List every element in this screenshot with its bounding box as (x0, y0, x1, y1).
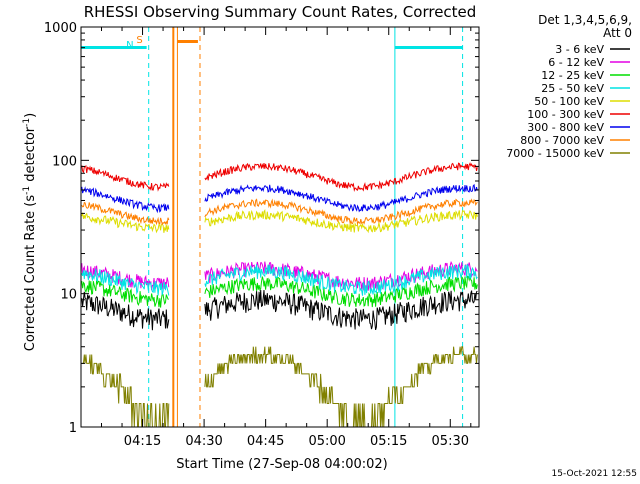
y-tick-label: 100 (52, 154, 77, 169)
y-axis-label-exp: -1 (22, 118, 32, 127)
series-trace (204, 346, 478, 428)
series-trace (204, 162, 478, 192)
saa-flag-label: S (136, 35, 142, 46)
x-tick-label: 05:30 (432, 434, 469, 449)
plot-frame (80, 26, 480, 428)
y-tick-label: 1 (69, 421, 77, 436)
series-trace (204, 198, 478, 226)
y-axis-label: Corrected Count Rate (s-1 detector-1) (22, 113, 38, 351)
series-trace (81, 186, 170, 214)
series-trace (81, 201, 170, 226)
y-axis-label-part: detector (23, 126, 38, 186)
night-flag-bar (394, 46, 463, 49)
series-trace (204, 289, 478, 331)
y-axis-label-exp: -1 (22, 186, 32, 195)
series-trace (204, 275, 478, 308)
legend-header: Det 1,3,4,5,6,9, (538, 13, 632, 27)
legend-label: 800 - 7000 keV (520, 134, 604, 147)
x-tick-label: 04:45 (247, 434, 284, 449)
x-axis-label: Start Time (27-Sep-08 04:00:02) (176, 457, 387, 472)
night-flag-bar (81, 46, 147, 49)
legend-header: Att 0 (603, 26, 632, 40)
axes-layer: 1 10 100 1000 04:15 04:30 04:45 05:00 05:15 05:30 (44, 21, 479, 449)
series-trace (81, 354, 170, 428)
series-trace (204, 209, 478, 234)
chart-title: RHESSI Observing Summary Count Rates, Co… (84, 3, 477, 21)
legend-label: 7000 - 15000 keV (506, 147, 604, 160)
series-trace (81, 280, 169, 308)
series-trace (81, 291, 170, 331)
y-axis-label-part: ) (23, 113, 38, 118)
x-tick-label: 05:00 (308, 434, 345, 449)
legend-label: 12 - 25 keV (541, 69, 604, 82)
y-tick-label: 10 (60, 288, 77, 303)
legend-label: 300 - 800 keV (527, 121, 604, 134)
y-tick-label: 1000 (44, 21, 77, 36)
series-trace (81, 268, 170, 296)
x-tick-label: 04:15 (124, 434, 161, 449)
footer-timestamp: 15-Oct-2021 12:55 (552, 469, 637, 479)
x-tick-label: 04:30 (185, 434, 222, 449)
series-trace (81, 212, 170, 234)
legend-label: 50 - 100 keV (534, 95, 604, 108)
series-trace (204, 264, 478, 296)
x-tick-label: 05:15 (370, 434, 407, 449)
saa-flag-bar (177, 40, 198, 43)
legend-label: 6 - 12 keV (548, 56, 604, 69)
legend-label: 3 - 6 keV (555, 43, 604, 56)
legend-label: 100 - 300 keV (527, 108, 604, 121)
night-flag-label: N (126, 40, 133, 51)
series-trace (81, 164, 170, 192)
legend-label: 25 - 50 keV (541, 82, 604, 95)
y-axis-label-part: Corrected Count Rate (s (23, 195, 38, 352)
series-trace (204, 183, 478, 213)
